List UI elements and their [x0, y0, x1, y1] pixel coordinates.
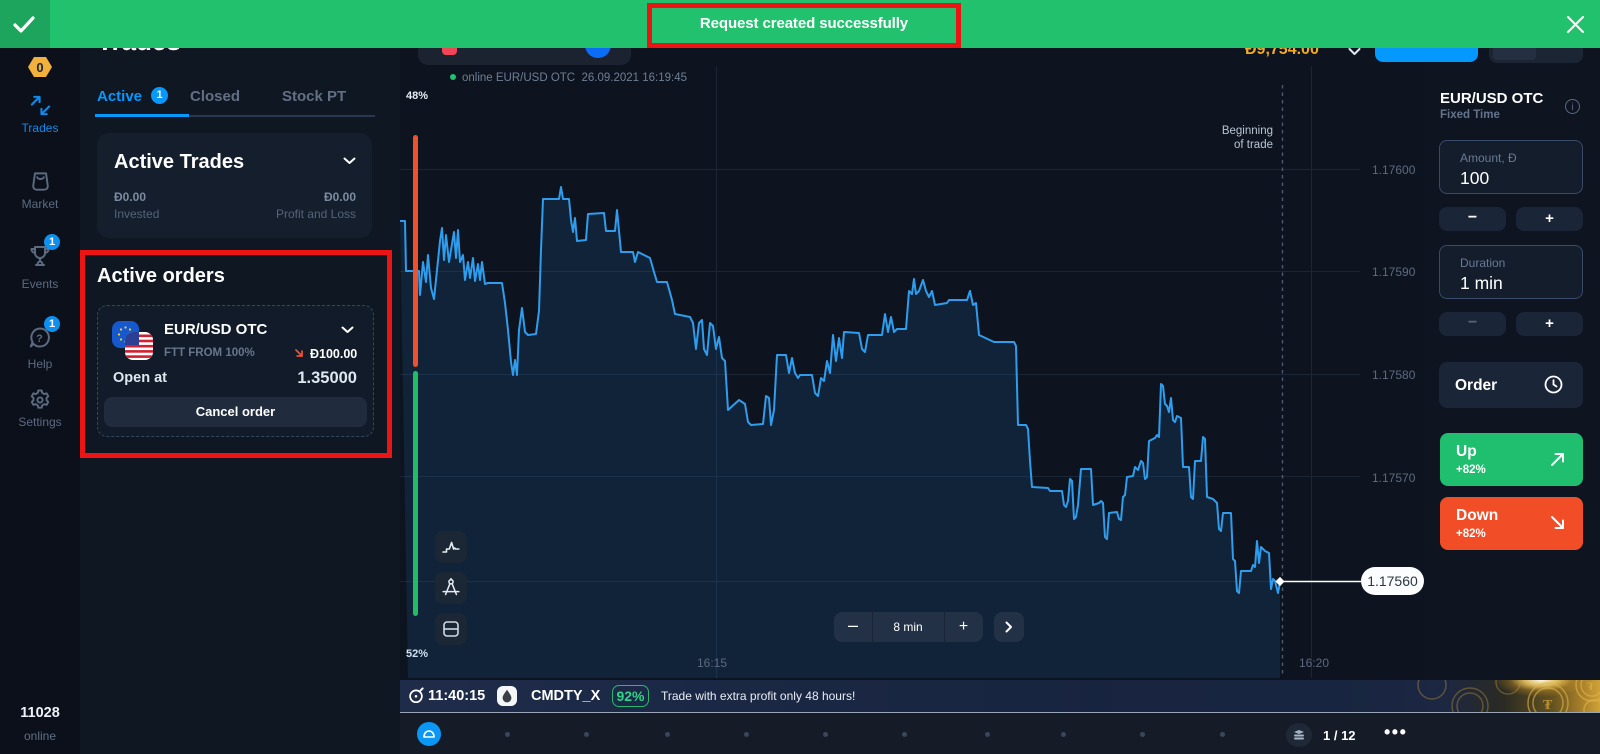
svg-text:₮: ₮ — [1587, 680, 1595, 693]
svg-text:0: 0 — [36, 60, 43, 75]
svg-text:₮: ₮ — [1543, 698, 1553, 712]
svg-text:?: ? — [36, 333, 43, 345]
